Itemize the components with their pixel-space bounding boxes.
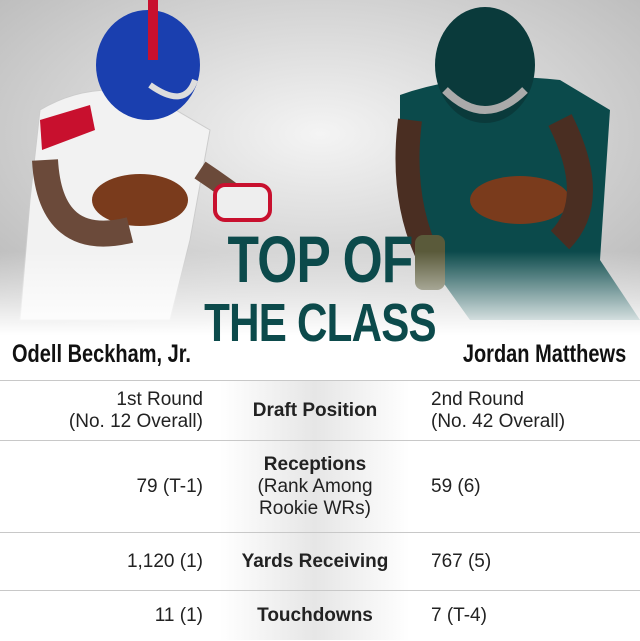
stats-row: 1,120 (1) Yards Receiving 767 (5): [0, 532, 640, 591]
left-cell: 1st Round (No. 12 Overall): [0, 381, 203, 441]
label-cell: Draft Position: [220, 381, 410, 441]
title-line: TOP OF: [227, 222, 413, 296]
left-text: 1st Round: [116, 389, 203, 410]
label-cell: Touchdowns: [220, 591, 410, 641]
label-text: Yards Receiving: [241, 551, 389, 572]
right-cell: 7 (T-4): [431, 591, 636, 641]
right-text: (No. 42 Overall): [431, 411, 566, 432]
label-text: Receptions: [263, 454, 367, 475]
player-name: Jordan Matthews: [462, 340, 626, 368]
right-cell: 59 (6): [431, 441, 636, 533]
label-cell: Receptions (Rank Among Rookie WRs): [220, 441, 410, 533]
label-cell: Yards Receiving: [220, 533, 410, 591]
left-cell: 79 (T-1): [0, 441, 203, 533]
fade: [0, 0, 640, 335]
right-text: 767 (5): [431, 551, 492, 572]
player-name: Odell Beckham, Jr.: [12, 340, 191, 368]
label-text: (Rank Among: [257, 476, 373, 497]
right-text: 7 (T-4): [431, 605, 487, 626]
right-cell: 767 (5): [431, 533, 636, 591]
hero-art: [0, 0, 640, 335]
left-text: (No. 12 Overall): [68, 411, 203, 432]
label-column: [220, 380, 410, 640]
left-text: 11 (1): [154, 605, 203, 626]
left-cell: 1,120 (1): [0, 533, 203, 591]
right-text: 59 (6): [431, 476, 481, 497]
left-text: 1,120 (1): [126, 551, 203, 572]
label-text: Draft Position: [252, 400, 378, 421]
right-cell: 2nd Round (No. 42 Overall): [431, 381, 636, 441]
stats-row: 11 (1) Touchdowns 7 (T-4): [0, 590, 640, 641]
title-line: THE CLASS: [204, 293, 436, 353]
stats-row: 79 (T-1) Receptions (Rank Among Rookie WRs)…: [0, 440, 640, 533]
stats-row: 1st Round (No. 12 Overall) Draft Position 2…: [0, 380, 640, 441]
left-cell: 11 (1): [0, 591, 203, 641]
right-text: 2nd Round: [431, 389, 524, 410]
label-text: Touchdowns: [257, 605, 373, 626]
label-text: Rookie WRs): [259, 498, 371, 519]
left-text: 79 (T-1): [136, 476, 203, 497]
